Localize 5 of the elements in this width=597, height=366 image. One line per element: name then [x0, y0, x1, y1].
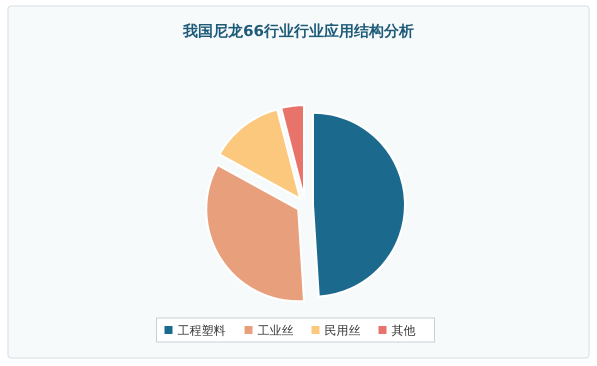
legend-label: 其他 — [392, 324, 416, 338]
legend-label: 工业丝 — [258, 324, 294, 338]
legend-label: 民用丝 — [324, 324, 360, 338]
chart-title: 我国尼龙66行业行业应用结构分析 — [182, 22, 414, 40]
legend-label: 工程塑料 — [178, 324, 226, 338]
